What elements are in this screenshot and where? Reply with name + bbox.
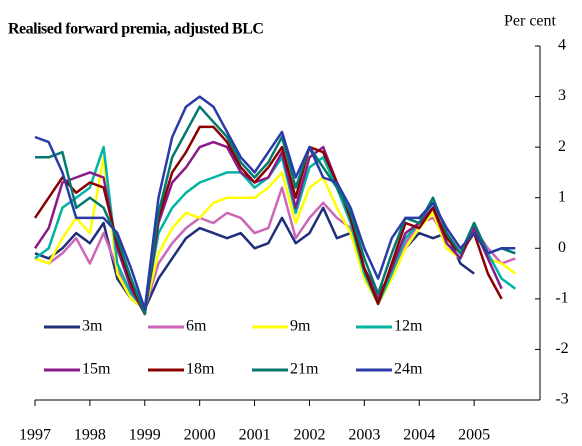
x-tick-label: 2004 (403, 427, 435, 444)
y-tick-label: -2 (555, 340, 568, 357)
y-tick-label: 3 (558, 87, 566, 104)
x-tick-label: 2005 (458, 427, 490, 444)
series-line (35, 105, 516, 316)
legend-label: 9m (290, 318, 311, 335)
chart-title: Realised forward premia, adjusted BLC (8, 21, 263, 38)
y-tick-label: 2 (558, 138, 566, 155)
x-tick-label: 2001 (239, 427, 271, 444)
legend-label: 6m (186, 318, 207, 335)
y-axis-label: Per cent (504, 13, 557, 30)
legend-label: 12m (394, 318, 423, 335)
x-tick-label: 2003 (348, 427, 380, 444)
legend-label: 24m (394, 361, 423, 378)
legend-label: 21m (290, 361, 319, 378)
x-tick-label: 1999 (129, 427, 161, 444)
legend-label: 3m (82, 318, 103, 335)
y-tick-label: 0 (558, 239, 566, 256)
x-tick-label: 1997 (19, 427, 51, 444)
legend-label: 15m (82, 361, 111, 378)
x-tick-label: 1998 (74, 427, 106, 444)
y-tick-label: 1 (558, 188, 566, 205)
series-line (34, 95, 516, 311)
y-tick-label: -3 (555, 391, 568, 408)
y-tick-label: -1 (555, 290, 568, 307)
x-tick-label: 2000 (184, 427, 216, 444)
x-tick-label: 2002 (293, 427, 325, 444)
legend-label: 18m (186, 361, 215, 378)
y-tick-label: 4 (558, 37, 566, 54)
series-line (33, 125, 503, 316)
